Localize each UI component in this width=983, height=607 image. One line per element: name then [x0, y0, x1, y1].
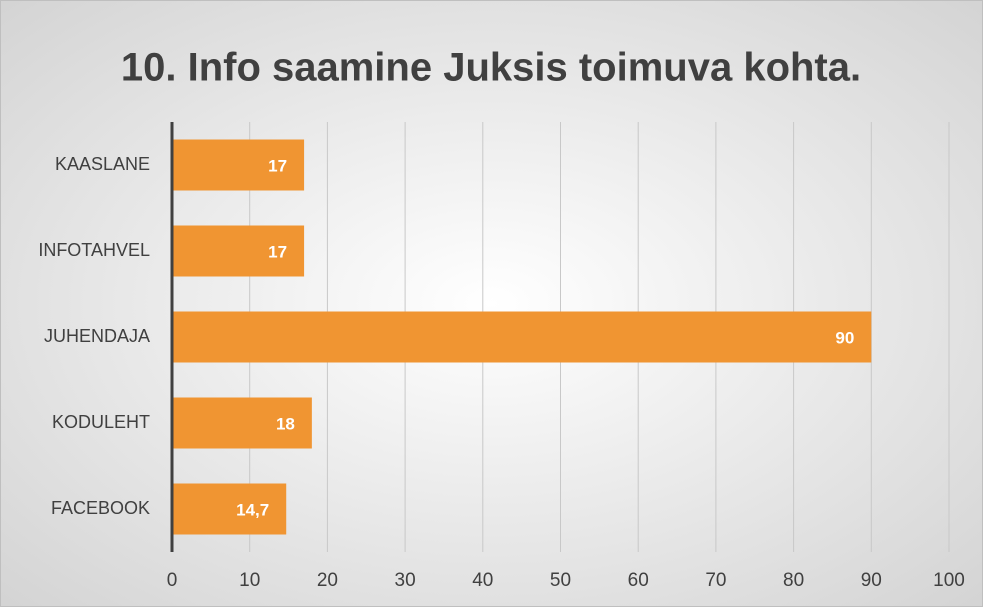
bar: [172, 483, 287, 535]
y-tick-label: KAASLANE: [55, 154, 150, 174]
y-tick-label: KODULEHT: [52, 412, 150, 432]
value-label: 14,7: [236, 500, 269, 519]
x-tick-label: 20: [317, 570, 338, 591]
bar: [172, 225, 305, 277]
y-tick-label: FACEBOOK: [51, 498, 150, 518]
y-tick-label: JUHENDAJA: [44, 326, 150, 346]
x-tick-label: 0: [167, 570, 178, 591]
x-tick-label: 30: [395, 570, 416, 591]
x-tick-label: 80: [783, 570, 804, 591]
x-tick-label: 10: [239, 570, 260, 591]
value-label: 18: [276, 414, 295, 433]
y-tick-label: INFOTAHVEL: [38, 240, 150, 260]
value-label: 90: [835, 328, 854, 347]
bar: [172, 397, 312, 449]
chart-title: 10. Info saamine Juksis toimuva kohta.: [121, 46, 861, 90]
x-tick-label: 50: [550, 570, 571, 591]
x-tick-label: 60: [628, 570, 649, 591]
x-tick-label: 70: [705, 570, 726, 591]
bar: [172, 311, 872, 363]
bar: [172, 139, 305, 191]
value-label: 17: [268, 242, 287, 261]
x-tick-label: 90: [861, 570, 882, 591]
value-label: 17: [268, 156, 287, 175]
x-tick-label: 40: [472, 570, 493, 591]
x-tick-label: 100: [933, 570, 965, 591]
